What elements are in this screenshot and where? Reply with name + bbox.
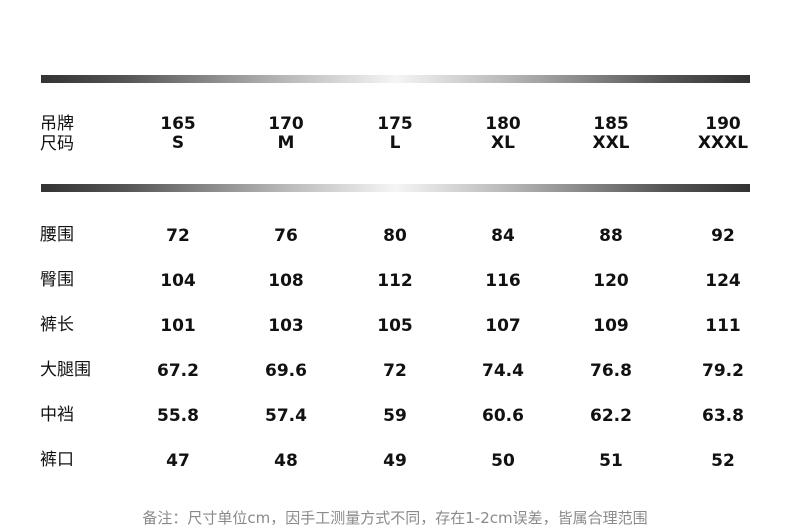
size-value: M	[277, 133, 295, 153]
table-cell: 76	[274, 226, 298, 246]
table-cell: 55.8	[157, 406, 199, 426]
table-cell: 63.8	[702, 406, 744, 426]
table-cell: 51	[599, 451, 623, 471]
footnote: 备注：尺寸单位cm，因手工测量方式不同，存在1-2cm误差，皆属合理范围	[142, 509, 648, 527]
table-cell: 67.2	[157, 361, 199, 381]
size-column-header: 170 M	[236, 115, 336, 153]
header-divider	[41, 184, 750, 192]
size-value: XXL	[592, 133, 630, 153]
header-label-line2: 尺码	[40, 134, 74, 154]
table-cell: 72	[383, 361, 407, 381]
table-cell: 48	[274, 451, 298, 471]
height-value: 165	[160, 114, 196, 134]
size-column-header: 165 S	[128, 115, 228, 153]
row-label: 腰围	[40, 225, 74, 245]
table-cell: 124	[705, 271, 741, 291]
height-value: 185	[593, 114, 629, 134]
table-cell: 69.6	[265, 361, 307, 381]
size-column-header: 175 L	[345, 115, 445, 153]
table-cell: 80	[383, 226, 407, 246]
table-cell: 105	[377, 316, 413, 336]
table-cell: 108	[268, 271, 304, 291]
size-value: S	[171, 133, 185, 153]
size-column-header: 190 XXXL	[673, 115, 773, 153]
table-cell: 104	[160, 271, 196, 291]
table-cell: 103	[268, 316, 304, 336]
height-value: 190	[705, 114, 741, 134]
table-cell: 116	[485, 271, 521, 291]
table-cell: 59	[383, 406, 407, 426]
table-cell: 60.6	[482, 406, 524, 426]
size-column-header: 185 XXL	[561, 115, 661, 153]
table-cell: 76.8	[590, 361, 632, 381]
row-label: 裤长	[40, 315, 74, 335]
height-value: 180	[485, 114, 521, 134]
table-cell: 57.4	[265, 406, 307, 426]
table-cell: 62.2	[590, 406, 632, 426]
size-value: XXXL	[697, 133, 749, 153]
top-divider	[41, 75, 750, 83]
table-cell: 88	[599, 226, 623, 246]
table-cell: 74.4	[482, 361, 524, 381]
header-label: 吊牌 尺码	[40, 114, 74, 154]
table-cell: 79.2	[702, 361, 744, 381]
table-cell: 52	[711, 451, 735, 471]
row-label: 裤口	[40, 450, 74, 470]
table-cell: 101	[160, 316, 196, 336]
row-label: 大腿围	[40, 360, 91, 380]
table-cell: 112	[377, 271, 413, 291]
height-value: 175	[377, 114, 413, 134]
table-cell: 47	[166, 451, 190, 471]
table-cell: 109	[593, 316, 629, 336]
table-cell: 120	[593, 271, 629, 291]
size-value: XL	[491, 133, 515, 153]
table-cell: 107	[485, 316, 521, 336]
table-cell: 50	[491, 451, 515, 471]
table-cell: 49	[383, 451, 407, 471]
table-cell: 111	[705, 316, 741, 336]
size-value: L	[389, 133, 401, 153]
height-value: 170	[268, 114, 304, 134]
header-label-line1: 吊牌	[40, 114, 74, 134]
table-cell: 92	[711, 226, 735, 246]
size-column-header: 180 XL	[453, 115, 553, 153]
table-cell: 72	[166, 226, 190, 246]
table-cell: 84	[491, 226, 515, 246]
row-label: 臀围	[40, 270, 74, 290]
row-label: 中裆	[40, 405, 74, 425]
